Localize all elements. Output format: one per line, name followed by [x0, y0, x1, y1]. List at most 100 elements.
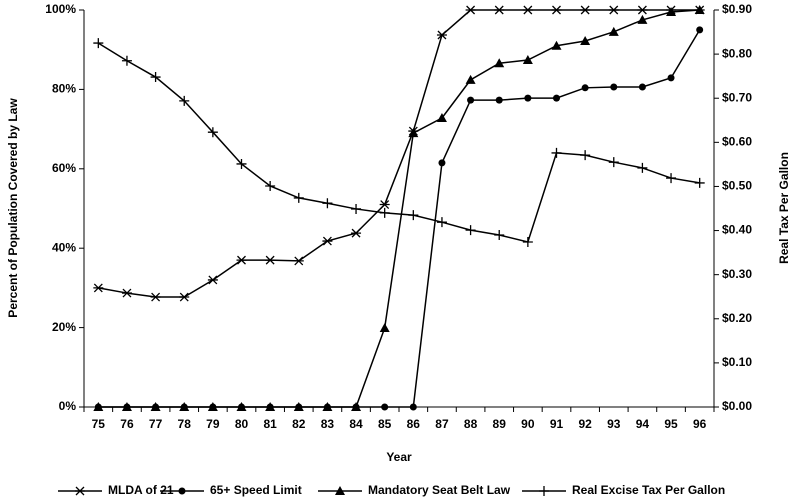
y-tick-label: 100%	[45, 2, 76, 16]
y2-tick-label: $0.20	[722, 311, 752, 325]
data-point	[179, 402, 190, 411]
legend-label: 65+ Speed Limit	[210, 483, 302, 497]
data-point	[379, 322, 390, 332]
data-point	[495, 96, 503, 104]
data-point	[351, 402, 362, 411]
data-point	[236, 402, 247, 411]
data-point	[467, 96, 475, 104]
y2-tick-label: $0.50	[722, 179, 752, 193]
y2-axis-title: Real Tax Per Gallon	[777, 152, 791, 264]
data-point	[409, 403, 417, 411]
data-point	[121, 288, 132, 298]
x-tick-label: 83	[321, 417, 335, 431]
x-tick-label: 79	[206, 417, 220, 431]
data-point	[666, 173, 677, 184]
data-point	[551, 147, 562, 158]
data-point	[608, 26, 619, 36]
x-tick-label: 89	[493, 417, 507, 431]
data-point	[494, 229, 505, 240]
x-tick-label: 91	[550, 417, 564, 431]
x-tick-label: 96	[693, 417, 707, 431]
data-point	[494, 5, 505, 15]
y2-tick-label: $0.70	[722, 90, 752, 104]
data-point	[265, 255, 276, 265]
data-point	[236, 158, 247, 169]
series-line	[98, 29, 701, 408]
data-point	[179, 95, 190, 106]
x-axis-title: Year	[386, 450, 412, 464]
data-point	[207, 275, 218, 285]
x-tick-label: 80	[235, 417, 249, 431]
legend-marker	[539, 486, 549, 496]
data-point	[667, 74, 675, 82]
x-tick-label: 77	[149, 417, 163, 431]
data-point	[265, 181, 276, 192]
data-point	[93, 283, 104, 293]
x-tick-label: 87	[435, 417, 449, 431]
y2-tick-label: $0.30	[722, 267, 752, 281]
data-point	[638, 83, 646, 91]
data-point	[265, 402, 276, 411]
data-point	[322, 402, 333, 411]
data-point	[351, 203, 362, 214]
x-tick-label: 75	[92, 417, 106, 431]
data-point	[610, 83, 618, 91]
x-tick-label: 94	[636, 417, 650, 431]
data-point	[179, 292, 190, 302]
data-point	[553, 94, 560, 102]
data-point	[580, 150, 591, 161]
series-line	[97, 42, 700, 243]
series-line	[98, 9, 700, 408]
data-point	[293, 192, 304, 203]
data-point	[581, 84, 589, 92]
data-point	[121, 55, 132, 66]
data-point	[408, 210, 419, 221]
y2-tick-label: $0.80	[722, 46, 752, 60]
data-point	[465, 74, 476, 84]
data-point	[580, 5, 591, 15]
data-point	[351, 228, 362, 238]
data-point	[696, 26, 704, 34]
legend-label: Mandatory Seat Belt Law	[368, 483, 511, 497]
data-point	[293, 256, 304, 266]
x-tick-label: 93	[607, 417, 621, 431]
x-tick-label: 92	[578, 417, 592, 431]
data-point	[381, 403, 389, 411]
y2-tick-label: $0.00	[722, 399, 752, 413]
x-tick-label: 84	[349, 417, 363, 431]
data-point	[436, 30, 447, 40]
data-point	[465, 225, 476, 236]
data-point	[436, 217, 447, 228]
data-point	[608, 157, 619, 168]
data-point	[465, 5, 476, 15]
data-point	[436, 112, 447, 122]
data-point	[637, 14, 648, 24]
x-tick-label: 78	[178, 417, 192, 431]
data-point	[408, 128, 419, 138]
data-point	[522, 55, 533, 65]
y-tick-label: 0%	[59, 399, 77, 413]
legend-marker	[335, 486, 345, 495]
legend-marker	[178, 487, 186, 495]
x-tick-label: 81	[263, 417, 277, 431]
data-point	[637, 162, 648, 173]
y-axis-title: Percent of Population Covered by Law	[6, 98, 20, 318]
data-point	[522, 237, 533, 248]
y2-tick-label: $0.60	[722, 135, 752, 149]
x-tick-label: 82	[292, 417, 306, 431]
data-point	[522, 5, 533, 15]
data-point	[637, 5, 648, 15]
x-tick-label: 90	[521, 417, 535, 431]
legend-label: MLDA of 21	[108, 483, 174, 497]
data-point	[150, 292, 161, 302]
x-tick-label: 76	[120, 417, 134, 431]
y2-tick-label: $0.90	[722, 2, 752, 16]
data-point	[524, 94, 532, 102]
data-point	[694, 177, 705, 188]
x-tick-label: 86	[407, 417, 421, 431]
y-tick-label: 20%	[52, 320, 76, 334]
y-tick-label: 40%	[52, 240, 76, 254]
data-point	[121, 402, 132, 411]
data-point	[551, 40, 562, 50]
data-point	[236, 255, 247, 265]
